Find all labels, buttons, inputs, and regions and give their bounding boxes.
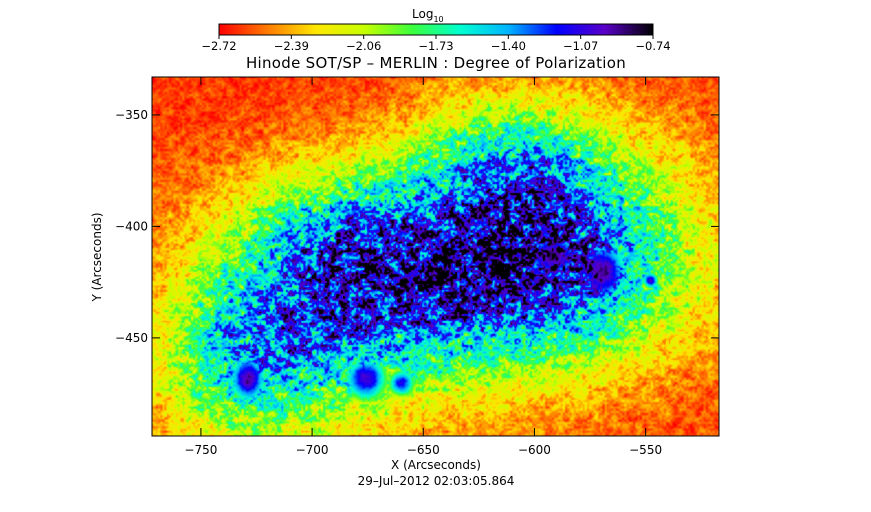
colorbar-tick-label: −1.40: [491, 39, 526, 53]
x-tick-label: −650: [407, 443, 440, 457]
y-tick-label: −450: [115, 331, 148, 345]
y-tick-label: −350: [115, 108, 148, 122]
chart-title: Hinode SOT/SP – MERLIN : Degree of Polar…: [246, 54, 626, 72]
colorbar: Log10 −2.72 −2.39 −2.06 −1.73 −1.40 −1.07 −0.7…: [201, 7, 670, 53]
y-axis-title: Y (Arcseconds): [90, 212, 104, 302]
colorbar-tick-label: −2.39: [274, 39, 309, 53]
y-axis-ticks: −350 −400 −450: [115, 108, 719, 345]
colorbar-label: Log10: [412, 7, 444, 24]
x-tick-label: −750: [184, 443, 217, 457]
x-axis-ticks: −750 −700 −650 −600 −550: [184, 77, 662, 457]
colorbar-gradient: [218, 23, 654, 36]
x-tick-label: −700: [296, 443, 329, 457]
y-tick-label: −400: [115, 219, 148, 233]
x-tick-label: −550: [629, 443, 662, 457]
colorbar-label-subscript: 10: [433, 15, 443, 24]
x-axis-title: X (Arcseconds): [391, 458, 481, 472]
polarization-heatmap: [152, 77, 719, 436]
colorbar-tick-label: −1.73: [418, 39, 453, 53]
colorbar-tick-label: −1.07: [563, 39, 598, 53]
colorbar-tick-label: −2.72: [201, 39, 236, 53]
x-tick-label: −600: [518, 443, 551, 457]
colorbar-ticks: −2.72 −2.39 −2.06 −1.73 −1.40 −1.07 −0.74: [201, 35, 671, 53]
colorbar-tick-label: −0.74: [635, 39, 670, 53]
observation-timestamp: 29–Jul–2012 02:03:05.864: [358, 474, 515, 488]
plot-frame: [151, 76, 720, 437]
plot-area: −750 −700 −650 −600 −550 −350 −400 −450: [115, 76, 720, 457]
colorbar-tick-label: −2.06: [346, 39, 381, 53]
